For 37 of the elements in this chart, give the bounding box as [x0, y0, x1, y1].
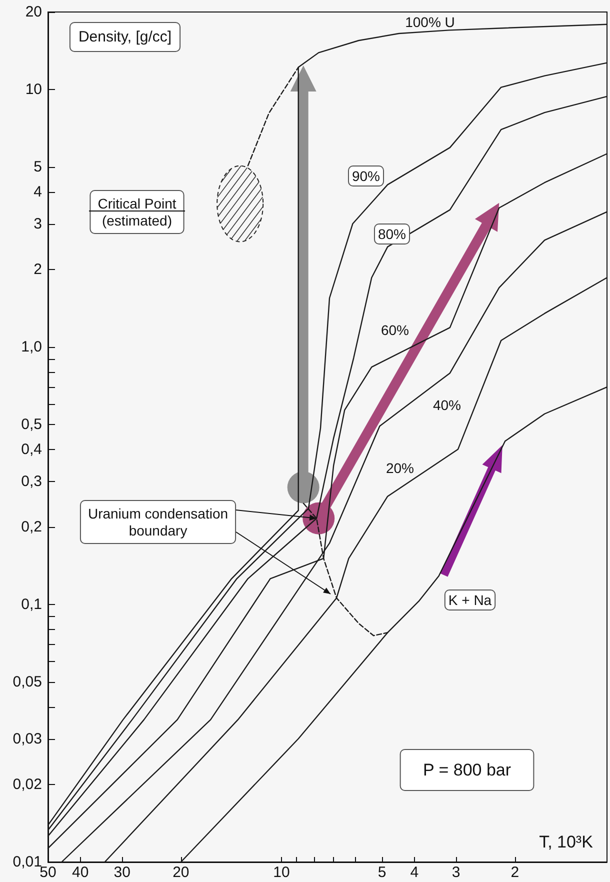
- y-tick-label: 0,4: [21, 440, 42, 458]
- series-label: 20%: [386, 460, 414, 476]
- x-tick-label: 50: [40, 864, 56, 881]
- x-tick-label: 40: [72, 864, 89, 881]
- y-tick-label: 0,1: [21, 596, 42, 614]
- x-axis-title: T, 10³K: [539, 832, 594, 852]
- series-label: 100% U: [405, 14, 455, 30]
- y-tick-label: 0,02: [12, 776, 42, 793]
- x-tick-label: 5: [378, 864, 386, 881]
- y-tick-label: 20: [25, 4, 42, 20]
- y-axis-title: Density, [g/cc]: [78, 28, 172, 46]
- y-tick-label: 0,05: [12, 674, 42, 691]
- y-tick-label: 0,3: [21, 473, 42, 490]
- y-tick-label: 0,2: [21, 518, 42, 536]
- x-tick-label: 4: [410, 864, 419, 881]
- x-tick-label: 2: [510, 864, 520, 881]
- series-label: K + Na: [448, 592, 492, 608]
- y-tick-label: 4: [34, 183, 42, 200]
- x-tick-label: 30: [114, 864, 130, 881]
- x-tick-label: 20: [172, 864, 190, 881]
- annotation: Critical Point (estimated): [98, 196, 176, 228]
- annotation: Uranium condensation boundary: [88, 506, 228, 538]
- annotation: P = 800 bar: [422, 760, 512, 780]
- y-tick-label: 2: [34, 260, 42, 278]
- y-tick-label: 1,0: [21, 338, 42, 356]
- x-tick-label: 10: [273, 864, 290, 881]
- y-tick-label: 0,03: [12, 730, 42, 748]
- series-label: 60%: [380, 322, 410, 338]
- series-label: 80%: [378, 226, 406, 242]
- y-tick-label: 0,5: [21, 416, 42, 434]
- y-tick-label: 0,01: [12, 854, 42, 870]
- x-tick-label: 3: [452, 864, 460, 881]
- series-label: 90%: [352, 168, 380, 184]
- y-tick-label: 10: [25, 81, 42, 98]
- series-label: 40%: [432, 397, 462, 413]
- y-tick-label: 5: [34, 158, 42, 176]
- y-tick-label: 3: [34, 216, 42, 233]
